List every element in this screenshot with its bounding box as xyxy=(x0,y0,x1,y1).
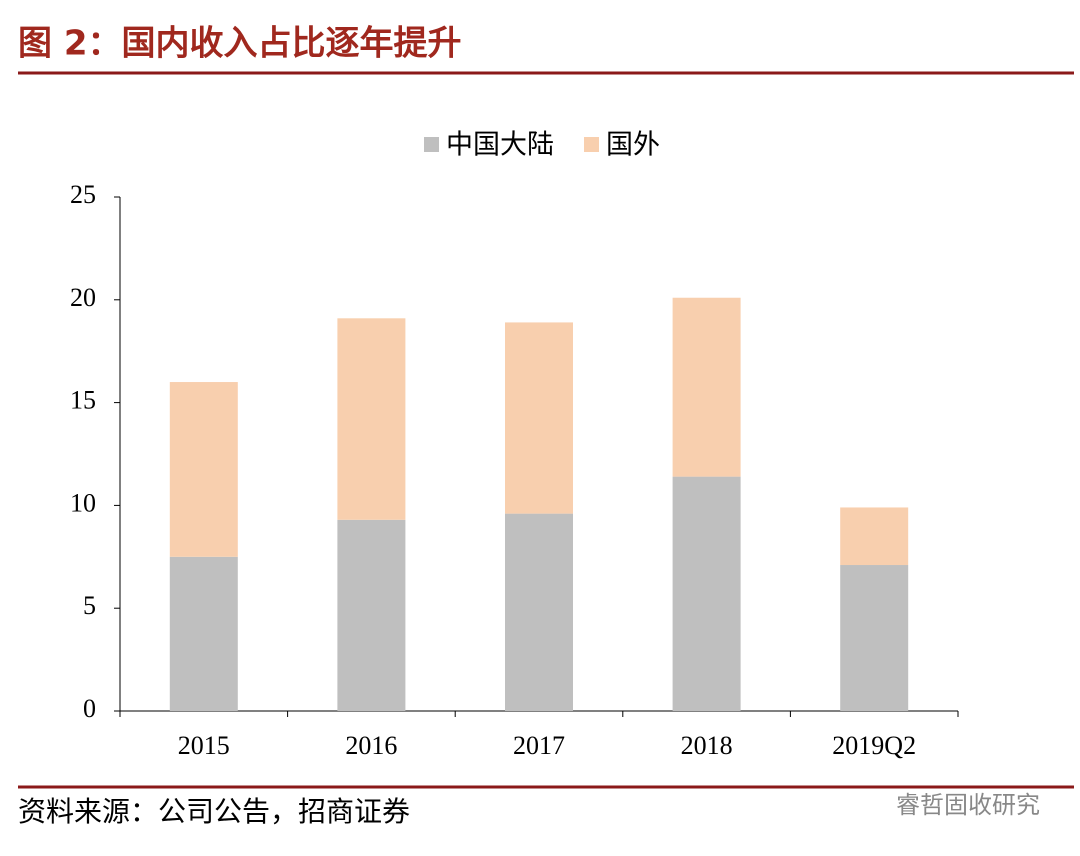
x-tick-label: 2017 xyxy=(513,731,565,760)
bar-segment xyxy=(169,556,238,711)
bar-segment xyxy=(505,322,573,514)
bar-segment xyxy=(337,519,406,711)
bar-segment xyxy=(169,382,238,557)
bar-segment xyxy=(672,476,741,711)
bar-segment xyxy=(337,318,406,520)
chart-title: 图 2：国内收入占比逐年提升 xyxy=(18,24,462,64)
bar-segment xyxy=(840,507,909,566)
legend-label: 中国大陆 xyxy=(446,130,554,161)
y-tick-label: 25 xyxy=(70,180,96,209)
y-tick-label: 10 xyxy=(70,488,96,517)
bar-segment xyxy=(505,513,573,711)
watermark: 睿哲固收研究 xyxy=(896,791,1040,819)
y-tick-label: 15 xyxy=(70,386,96,415)
legend-label: 国外 xyxy=(606,130,660,161)
x-tick-label: 2016 xyxy=(345,731,397,760)
bar-segment xyxy=(672,297,741,477)
y-tick-label: 20 xyxy=(70,283,96,312)
x-tick-label: 2019Q2 xyxy=(832,731,916,760)
x-tick-label: 2015 xyxy=(178,731,230,760)
legend-swatch xyxy=(584,137,599,152)
bar-segment xyxy=(840,565,909,711)
y-tick-label: 0 xyxy=(83,694,96,723)
source-note: 资料来源：公司公告，招商证券 xyxy=(18,795,410,828)
legend-swatch xyxy=(424,137,439,152)
y-tick-label: 5 xyxy=(83,591,96,620)
x-tick-label: 2018 xyxy=(681,731,733,760)
